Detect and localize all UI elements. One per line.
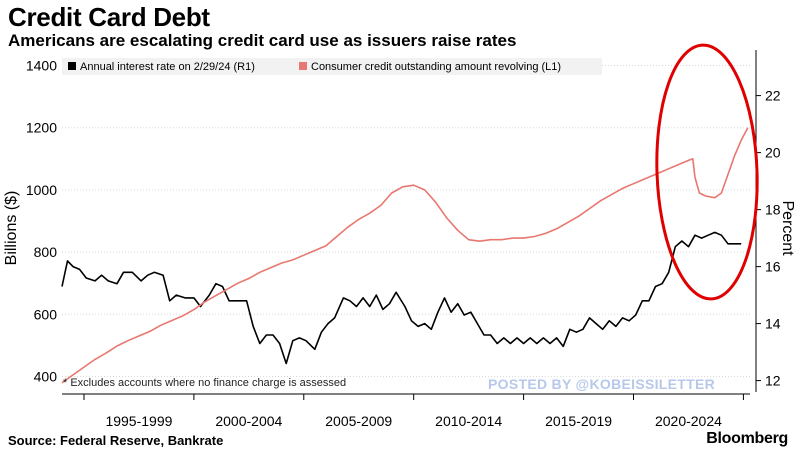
watermark: POSTED BY @KOBEISSILETTER (488, 376, 716, 392)
right-tick-label: 14 (765, 316, 781, 332)
right-tick-label: 12 (765, 373, 781, 389)
right-axis-ticks: 12 14 16 18 20 22 (755, 50, 781, 392)
legend-label-rate: Annual interest rate on 2/29/24 (R1) (80, 61, 255, 73)
right-tick-label: 20 (765, 145, 781, 161)
right-tick-label: 16 (765, 259, 781, 275)
highlight-ellipse (655, 43, 759, 301)
right-tick-label: 22 (765, 88, 781, 104)
x-tick-label: 2000-2004 (215, 413, 282, 429)
left-axis-ticks: 400 600 800 1000 1200 1400 (26, 58, 57, 385)
legend: Annual interest rate on 2/29/24 (R1) Con… (62, 58, 602, 75)
x-tick-label: 2015-2019 (545, 413, 612, 429)
left-tick-label: 600 (34, 306, 58, 322)
brand-logo: Bloomberg (706, 430, 788, 447)
series-line-interest-rate (61, 231, 742, 365)
left-tick-label: 1400 (26, 58, 57, 74)
x-tick-label: 2010-2014 (435, 413, 502, 429)
left-tick-label: 1000 (26, 182, 57, 198)
series-line-consumer-credit (61, 127, 749, 384)
left-tick-label: 400 (34, 368, 58, 384)
chart-title: Credit Card Debt (8, 2, 210, 32)
legend-swatch-rate (68, 62, 76, 70)
chart-subtitle: Americans are escalating credit card use… (8, 31, 517, 50)
legend-swatch-credit (299, 62, 307, 70)
right-tick-label: 18 (765, 202, 781, 218)
x-tick-label: 1995-1999 (105, 413, 172, 429)
x-axis-ticks: 1995-1999 2000-2004 2005-2009 2010-2014 2015… (62, 393, 750, 429)
x-tick-label: 2005-2009 (325, 413, 392, 429)
left-tick-label: 1200 (26, 120, 57, 136)
series-group (61, 127, 749, 384)
grid-lines (62, 65, 750, 377)
right-axis-label: Percent (779, 200, 796, 256)
footnote: * Excludes accounts where no finance cha… (63, 377, 347, 389)
source-note: Source: Federal Reserve, Bankrate (8, 433, 224, 448)
left-axis-label: Billions ($) (3, 191, 20, 266)
left-tick-label: 800 (34, 244, 58, 260)
legend-label-credit: Consumer credit outstanding amount revol… (311, 61, 561, 73)
legend-background (62, 58, 602, 75)
x-tick-label: 2020-2024 (655, 413, 722, 429)
